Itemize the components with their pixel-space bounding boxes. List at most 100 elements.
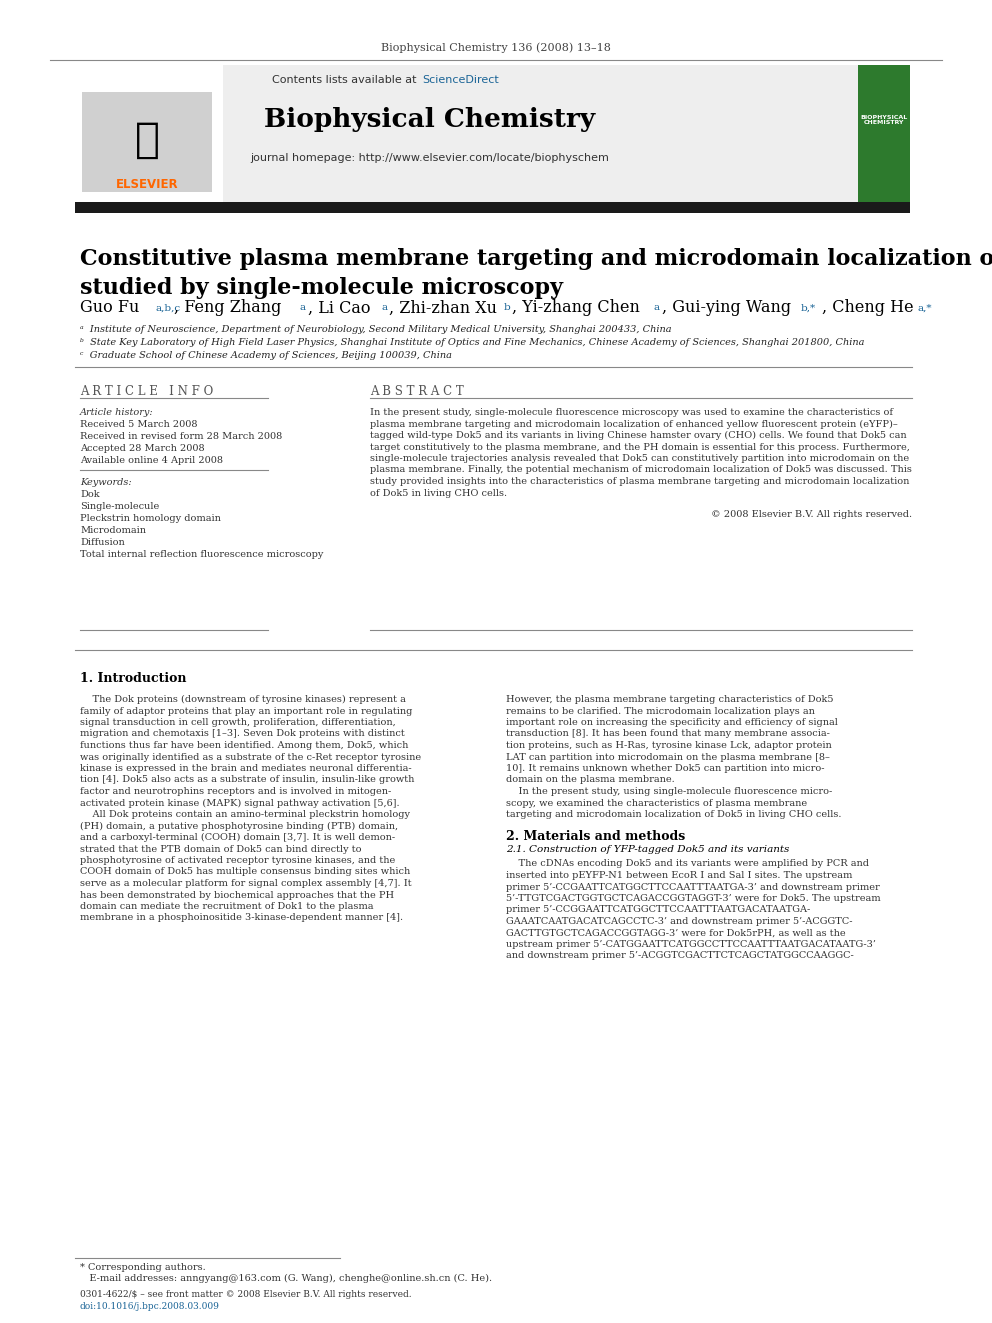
Text: , Zhi-zhan Xu: , Zhi-zhan Xu	[389, 299, 502, 316]
Text: The Dok proteins (downstream of tyrosine kinases) represent a: The Dok proteins (downstream of tyrosine…	[80, 695, 406, 704]
Text: E-mail addresses: anngyang@163.com (G. Wang), chenghe@online.sh.cn (C. He).: E-mail addresses: anngyang@163.com (G. W…	[80, 1274, 492, 1283]
Text: domain on the plasma membrane.: domain on the plasma membrane.	[506, 775, 675, 785]
Text: phosphotyrosine of activated receptor tyrosine kinases, and the: phosphotyrosine of activated receptor ty…	[80, 856, 395, 865]
Text: Accepted 28 March 2008: Accepted 28 March 2008	[80, 445, 204, 452]
Text: , Cheng He: , Cheng He	[822, 299, 919, 316]
Text: Single-molecule: Single-molecule	[80, 501, 160, 511]
Text: of Dok5 in living CHO cells.: of Dok5 in living CHO cells.	[370, 488, 507, 497]
Text: Guo Fu: Guo Fu	[80, 299, 145, 316]
Text: transduction [8]. It has been found that many membrane associa-: transduction [8]. It has been found that…	[506, 729, 830, 738]
Text: strated that the PTB domain of Dok5 can bind directly to: strated that the PTB domain of Dok5 can …	[80, 844, 361, 853]
Text: ᵇ  State Key Laboratory of High Field Laser Physics, Shanghai Institute of Optic: ᵇ State Key Laboratory of High Field Las…	[80, 337, 864, 347]
Text: A B S T R A C T: A B S T R A C T	[370, 385, 463, 398]
Text: 🌲: 🌲	[135, 119, 160, 161]
Text: migration and chemotaxis [1–3]. Seven Dok proteins with distinct: migration and chemotaxis [1–3]. Seven Do…	[80, 729, 405, 738]
Text: Biophysical Chemistry 136 (2008) 13–18: Biophysical Chemistry 136 (2008) 13–18	[381, 42, 611, 53]
Text: and a carboxyl-terminal (COOH) domain [3,7]. It is well demon-: and a carboxyl-terminal (COOH) domain [3…	[80, 833, 395, 843]
Text: primer 5’-CCGGAATTCATGGCTTCCAATTTAATGACATAATGA-: primer 5’-CCGGAATTCATGGCTTCCAATTTAATGACA…	[506, 905, 810, 914]
Text: Constitutive plasma membrane targeting and microdomain localization of Dok5
stud: Constitutive plasma membrane targeting a…	[80, 247, 992, 299]
Text: a: a	[300, 303, 307, 312]
Text: 10]. It remains unknown whether Dok5 can partition into micro-: 10]. It remains unknown whether Dok5 can…	[506, 763, 824, 773]
Text: GACTTGTGCTCAGACCGGTAGG-3’ were for Dok5rPH, as well as the: GACTTGTGCTCAGACCGGTAGG-3’ were for Dok5r…	[506, 929, 845, 938]
Text: In the present study, using single-molecule fluorescence micro-: In the present study, using single-molec…	[506, 787, 832, 796]
Text: journal homepage: http://www.elsevier.com/locate/biophyschem: journal homepage: http://www.elsevier.co…	[251, 153, 609, 163]
Text: 1. Introduction: 1. Introduction	[80, 672, 186, 685]
Text: , Yi-zhang Chen: , Yi-zhang Chen	[512, 299, 645, 316]
Bar	[82, 93, 212, 192]
Text: serve as a molecular platform for signal complex assembly [4,7]. It: serve as a molecular platform for signal…	[80, 878, 412, 888]
Text: upstream primer 5’-CATGGAATTCATGGCCTTCCAATTTAATGACATAATG-3’: upstream primer 5’-CATGGAATTCATGGCCTTCCA…	[506, 941, 876, 949]
Text: (PH) domain, a putative phosphotyrosine binding (PTB) domain,: (PH) domain, a putative phosphotyrosine …	[80, 822, 398, 831]
Text: tagged wild-type Dok5 and its variants in living Chinese hamster ovary (CHO) cel: tagged wild-type Dok5 and its variants i…	[370, 431, 907, 441]
Bar	[75, 202, 910, 213]
Text: target constitutively to the plasma membrane, and the PH domain is essential for: target constitutively to the plasma memb…	[370, 442, 910, 451]
Text: doi:10.1016/j.bpc.2008.03.009: doi:10.1016/j.bpc.2008.03.009	[80, 1302, 220, 1311]
Text: GAAATCAATGACATCAGCCTC-3’ and downstream primer 5’-ACGGTC-: GAAATCAATGACATCAGCCTC-3’ and downstream …	[506, 917, 852, 926]
Text: BIOPHYSICAL
CHEMISTRY: BIOPHYSICAL CHEMISTRY	[860, 115, 908, 126]
Text: * Corresponding authors.: * Corresponding authors.	[80, 1263, 205, 1271]
Text: 2.1. Construction of YFP-tagged Dok5 and its variants: 2.1. Construction of YFP-tagged Dok5 and…	[506, 845, 790, 855]
Bar	[858, 65, 910, 202]
Text: study provided insights into the characteristics of plasma membrane targeting an: study provided insights into the charact…	[370, 478, 910, 486]
Text: inserted into pEYFP-N1 between EcoR I and Sal I sites. The upstream: inserted into pEYFP-N1 between EcoR I an…	[506, 871, 852, 880]
Text: , Gui-ying Wang: , Gui-ying Wang	[662, 299, 797, 316]
Text: single-molecule trajectories analysis revealed that Dok5 can constitutively part: single-molecule trajectories analysis re…	[370, 454, 909, 463]
Text: plasma membrane. Finally, the potential mechanism of microdomain localization of: plasma membrane. Finally, the potential …	[370, 466, 912, 475]
Text: 0301-4622/$ – see front matter © 2008 Elsevier B.V. All rights reserved.: 0301-4622/$ – see front matter © 2008 El…	[80, 1290, 412, 1299]
Bar	[75, 65, 223, 202]
Text: Contents lists available at: Contents lists available at	[272, 75, 420, 85]
Text: © 2008 Elsevier B.V. All rights reserved.: © 2008 Elsevier B.V. All rights reserved…	[711, 509, 912, 519]
Text: ᵃ  Institute of Neuroscience, Department of Neurobiology, Second Military Medica: ᵃ Institute of Neuroscience, Department …	[80, 325, 672, 333]
Text: Keywords:: Keywords:	[80, 478, 132, 487]
Text: a,b,c: a,b,c	[156, 303, 182, 312]
Text: ScienceDirect: ScienceDirect	[422, 75, 499, 85]
Text: important role on increasing the specificity and efficiency of signal: important role on increasing the specifi…	[506, 718, 838, 728]
Text: was originally identified as a substrate of the c-Ret receptor tyrosine: was originally identified as a substrate…	[80, 753, 422, 762]
Text: signal transduction in cell growth, proliferation, differentiation,: signal transduction in cell growth, prol…	[80, 718, 396, 728]
Text: Diffusion: Diffusion	[80, 538, 125, 546]
Text: membrane in a phosphoinositide 3-kinase-dependent manner [4].: membrane in a phosphoinositide 3-kinase-…	[80, 913, 403, 922]
Text: a: a	[654, 303, 660, 312]
Text: Dok: Dok	[80, 490, 99, 499]
Text: functions thus far have been identified. Among them, Dok5, which: functions thus far have been identified.…	[80, 741, 409, 750]
Text: Pleckstrin homology domain: Pleckstrin homology domain	[80, 515, 221, 523]
Text: All Dok proteins contain an amino-terminal pleckstrin homology: All Dok proteins contain an amino-termin…	[80, 810, 410, 819]
Text: b,*: b,*	[801, 303, 816, 312]
Text: ELSEVIER: ELSEVIER	[116, 179, 179, 192]
Text: In the present study, single-molecule fluorescence microscopy was used to examin: In the present study, single-molecule fl…	[370, 407, 893, 417]
Text: a: a	[381, 303, 387, 312]
Text: activated protein kinase (MAPK) signal pathway activation [5,6].: activated protein kinase (MAPK) signal p…	[80, 799, 400, 807]
Text: plasma membrane targeting and microdomain localization of enhanced yellow fluore: plasma membrane targeting and microdomai…	[370, 419, 898, 429]
Text: LAT can partition into microdomain on the plasma membrane [8–: LAT can partition into microdomain on th…	[506, 753, 830, 762]
Text: Biophysical Chemistry: Biophysical Chemistry	[265, 107, 595, 132]
Text: , Li Cao: , Li Cao	[308, 299, 376, 316]
Text: kinase is expressed in the brain and mediates neuronal differentia-: kinase is expressed in the brain and med…	[80, 763, 412, 773]
Text: 5’-TTGTCGACTGGTGCTCAGACCGGTAGGT-3’ were for Dok5. The upstream: 5’-TTGTCGACTGGTGCTCAGACCGGTAGGT-3’ were …	[506, 894, 881, 904]
Text: The cDNAs encoding Dok5 and its variants were amplified by PCR and: The cDNAs encoding Dok5 and its variants…	[506, 860, 869, 868]
Text: b: b	[504, 303, 511, 312]
Text: Total internal reflection fluorescence microscopy: Total internal reflection fluorescence m…	[80, 550, 323, 560]
Text: domain can mediate the recruitment of Dok1 to the plasma: domain can mediate the recruitment of Do…	[80, 902, 374, 912]
Text: , Feng Zhang: , Feng Zhang	[174, 299, 287, 316]
Text: ᶜ  Graduate School of Chinese Academy of Sciences, Beijing 100039, China: ᶜ Graduate School of Chinese Academy of …	[80, 351, 452, 360]
Text: family of adaptor proteins that play an important role in regulating: family of adaptor proteins that play an …	[80, 706, 413, 716]
Text: has been demonstrated by biochemical approaches that the PH: has been demonstrated by biochemical app…	[80, 890, 394, 900]
Text: COOH domain of Dok5 has multiple consensus binding sites which: COOH domain of Dok5 has multiple consens…	[80, 868, 411, 877]
Text: tion [4]. Dok5 also acts as a substrate of insulin, insulin-like growth: tion [4]. Dok5 also acts as a substrate …	[80, 775, 415, 785]
Text: primer 5’-CCGAATTCATGGCTTCCAATTTAATGA-3’ and downstream primer: primer 5’-CCGAATTCATGGCTTCCAATTTAATGA-3’…	[506, 882, 880, 892]
Text: a,*: a,*	[918, 303, 932, 312]
Text: scopy, we examined the characteristics of plasma membrane: scopy, we examined the characteristics o…	[506, 799, 807, 807]
Text: remains to be clarified. The microdomain localization plays an: remains to be clarified. The microdomain…	[506, 706, 814, 716]
Bar	[75, 65, 910, 202]
Text: Available online 4 April 2008: Available online 4 April 2008	[80, 456, 223, 464]
Text: A R T I C L E   I N F O: A R T I C L E I N F O	[80, 385, 213, 398]
Text: However, the plasma membrane targeting characteristics of Dok5: However, the plasma membrane targeting c…	[506, 695, 833, 704]
Text: factor and neurotrophins receptors and is involved in mitogen-: factor and neurotrophins receptors and i…	[80, 787, 391, 796]
Text: Received in revised form 28 March 2008: Received in revised form 28 March 2008	[80, 433, 283, 441]
Text: and downstream primer 5’-ACGGTCGACTTCTCAGCTATGGCCAAGGC-: and downstream primer 5’-ACGGTCGACTTCTCA…	[506, 951, 854, 960]
Text: 2. Materials and methods: 2. Materials and methods	[506, 830, 685, 843]
Text: Microdomain: Microdomain	[80, 527, 146, 534]
Text: targeting and microdomain localization of Dok5 in living CHO cells.: targeting and microdomain localization o…	[506, 810, 841, 819]
Text: Article history:: Article history:	[80, 407, 154, 417]
Text: Received 5 March 2008: Received 5 March 2008	[80, 419, 197, 429]
